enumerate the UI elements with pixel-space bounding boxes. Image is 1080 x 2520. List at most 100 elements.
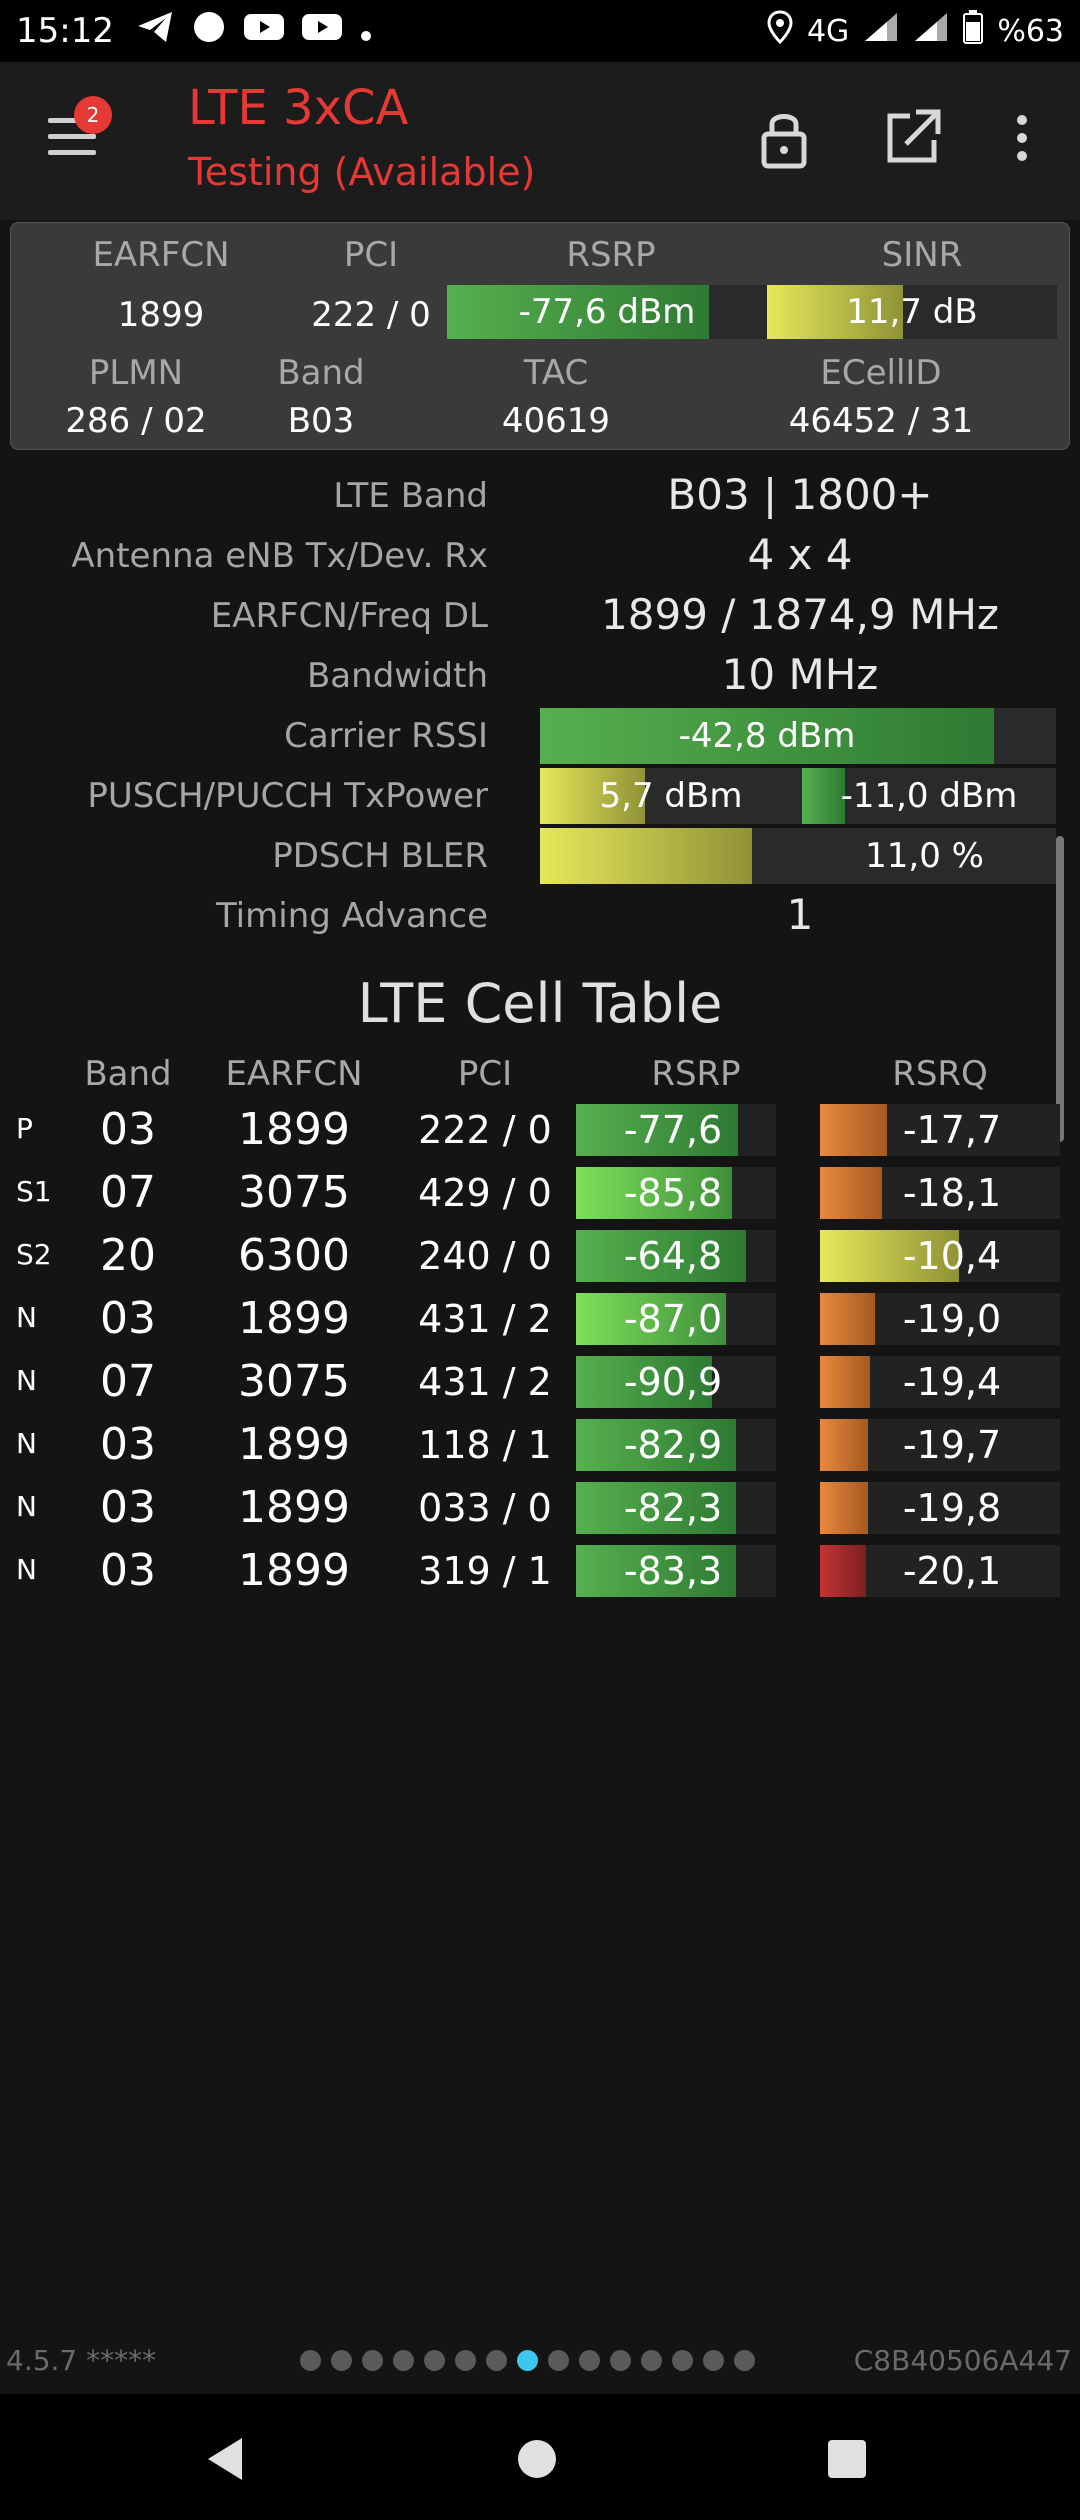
signal-icon [913, 11, 949, 51]
page-dot[interactable] [734, 2350, 755, 2371]
cell-type: N [16, 1301, 37, 1334]
cell-rsrq-fill [820, 1167, 883, 1219]
column-header-earfcn: EARFCN [225, 1054, 363, 1094]
cell-type: N [16, 1553, 37, 1586]
status-bar: 15:12 4G %63 [0, 0, 1080, 62]
cell-table-title: LTE Cell Table [357, 972, 723, 1035]
home-button[interactable] [502, 2424, 572, 2494]
open-external-button[interactable] [876, 102, 948, 174]
cell-rsrq-fill [820, 1230, 960, 1282]
cell-rsrq-fill [820, 1293, 876, 1345]
summary-rsrp-bar: -77,6 dBm [447, 285, 767, 339]
cell-rsrp-bar: -87,0 [576, 1293, 776, 1345]
detail-value-pucch: -11,0 dBm [840, 776, 1018, 816]
cell-type: P [16, 1112, 33, 1145]
overflow-menu-button[interactable] [986, 102, 1036, 174]
back-button[interactable] [190, 2424, 260, 2494]
cell-earfcn: 6300 [238, 1230, 350, 1281]
telegram-icon [136, 10, 174, 53]
cell-band: 03 [100, 1482, 156, 1533]
battery-percent: %63 [997, 13, 1064, 49]
cell-rsrp-value: -83,3 [623, 1549, 723, 1593]
pdsch-bler-bar: 11,0 % [540, 828, 1056, 884]
cell-earfcn: 1899 [238, 1104, 350, 1155]
detail-label-timing-advance: Timing Advance [215, 896, 488, 936]
app-version: 4.5.7 ***** [6, 2344, 157, 2377]
cell-rsrp-value: -82,9 [623, 1423, 723, 1467]
cell-rsrp-fill [576, 1293, 726, 1345]
recents-icon [828, 2440, 866, 2478]
cell-pci: 431 / 2 [418, 1297, 552, 1341]
recents-button[interactable] [812, 2424, 882, 2494]
page-dot[interactable] [455, 2350, 476, 2371]
page-dot[interactable] [300, 2350, 321, 2371]
page-dot[interactable] [331, 2350, 352, 2371]
page-dot[interactable] [362, 2350, 383, 2371]
page-dot[interactable] [703, 2350, 724, 2371]
cell-rsrq-fill [820, 1104, 888, 1156]
summary-header-earfcn: EARFCN [92, 235, 230, 275]
circle-notification-icon [192, 10, 226, 53]
cell-rsrp-fill [576, 1545, 736, 1597]
pucch-txpower-fill [802, 768, 846, 824]
network-type: 4G [806, 13, 850, 49]
cell-earfcn: 1899 [238, 1293, 350, 1344]
location-icon [767, 10, 793, 52]
table-row: N 07 3075 431 / 2 -90,9 -19,4 [0, 1354, 1080, 1410]
detail-value-lte-band: B03 | 1800+ [667, 470, 933, 519]
table-row: N 03 1899 431 / 2 -87,0 -19,0 [0, 1291, 1080, 1347]
cell-rsrq-bar: -20,1 [820, 1545, 1060, 1597]
page-dot[interactable] [579, 2350, 600, 2371]
summary-tac: 40619 [501, 401, 611, 441]
cell-type: N [16, 1427, 37, 1460]
cell-rsrp-bar: -82,9 [576, 1419, 776, 1471]
cell-rsrp-value: -64,8 [623, 1234, 723, 1278]
cell-rsrp-bar: -90,9 [576, 1356, 776, 1408]
summary-header-pci: PCI [343, 235, 399, 275]
cell-band: 03 [100, 1545, 156, 1596]
cell-band: 07 [100, 1167, 156, 1218]
app-header: 2 LTE 3xCA Testing (Available) [0, 62, 1080, 220]
dot-icon [360, 11, 372, 51]
summary-header-tac: TAC [523, 353, 589, 393]
page-dot[interactable] [424, 2350, 445, 2371]
table-row: S1 07 3075 429 / 0 -85,8 -18,1 [0, 1165, 1080, 1221]
cell-rsrq-value: -19,7 [902, 1423, 1002, 1467]
detail-value-earfcn-freq: 1899 / 1874,9 MHz [601, 590, 999, 639]
cell-rsrq-bar: -17,7 [820, 1104, 1060, 1156]
lock-button[interactable] [748, 102, 820, 174]
page-dot[interactable] [486, 2350, 507, 2371]
table-row: N 03 1899 118 / 1 -82,9 -19,7 [0, 1417, 1080, 1473]
cell-rsrp-value: -77,6 [623, 1108, 723, 1152]
column-header-rsrq: RSRQ [892, 1054, 988, 1094]
page-dot[interactable] [641, 2350, 662, 2371]
notification-badge: 2 [74, 96, 112, 134]
pusch-txpower-fill [540, 768, 645, 824]
page-dot[interactable] [393, 2350, 414, 2371]
cell-pci: 431 / 2 [418, 1360, 552, 1404]
cell-rsrq-bar: -10,4 [820, 1230, 1060, 1282]
youtube-icon [243, 11, 284, 51]
cell-rsrp-value: -82,3 [623, 1486, 723, 1530]
summary-sinr-bar: 11,7 dB [767, 285, 1057, 339]
carrier-rssi-fill [540, 708, 995, 764]
detail-value-bler: 11,0 % [865, 836, 984, 876]
page-dot[interactable] [610, 2350, 631, 2371]
cell-rsrq-value: -17,7 [902, 1108, 1002, 1152]
cell-rsrq-fill [820, 1419, 868, 1471]
summary-pci: 222 / 0 [311, 295, 431, 335]
scrollbar[interactable] [1056, 836, 1064, 1142]
cell-band: 03 [100, 1419, 156, 1470]
cell-rsrp-fill [576, 1230, 746, 1282]
table-row: N 03 1899 319 / 1 -83,3 -20,1 [0, 1543, 1080, 1599]
cell-rsrq-bar: -19,0 [820, 1293, 1060, 1345]
cell-pci: 118 / 1 [418, 1423, 552, 1467]
detail-value-antenna: 4 x 4 [747, 530, 853, 579]
detail-value-carrier-rssi: -42,8 dBm [678, 716, 856, 756]
page-dot[interactable] [517, 2350, 538, 2371]
youtube-icon [301, 11, 342, 51]
menu-button[interactable] [40, 114, 104, 162]
page-dot[interactable] [548, 2350, 569, 2371]
table-row: S2 20 6300 240 / 0 -64,8 -10,4 [0, 1228, 1080, 1284]
page-dot[interactable] [672, 2350, 693, 2371]
